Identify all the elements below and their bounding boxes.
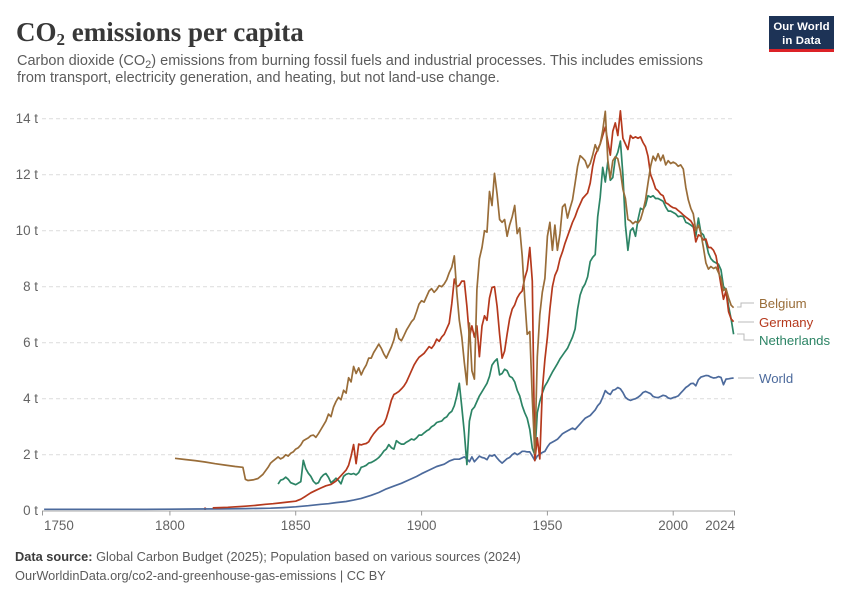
svg-text:Belgium: Belgium	[759, 296, 807, 311]
svg-text:Netherlands: Netherlands	[759, 333, 831, 348]
svg-text:4 t: 4 t	[23, 391, 38, 406]
svg-text:14 t: 14 t	[16, 111, 39, 126]
svg-text:2000: 2000	[658, 518, 688, 533]
svg-text:1750: 1750	[44, 518, 74, 533]
svg-text:1950: 1950	[533, 518, 563, 533]
svg-text:0 t: 0 t	[23, 503, 38, 518]
svg-text:1900: 1900	[407, 518, 437, 533]
svg-text:1850: 1850	[281, 518, 311, 533]
svg-text:World: World	[759, 371, 793, 386]
svg-text:2 t: 2 t	[23, 447, 38, 462]
svg-text:12 t: 12 t	[16, 167, 39, 182]
svg-text:1800: 1800	[155, 518, 185, 533]
svg-text:6 t: 6 t	[23, 335, 38, 350]
svg-text:8 t: 8 t	[23, 279, 38, 294]
svg-text:2024: 2024	[705, 518, 735, 533]
svg-text:Germany: Germany	[759, 315, 814, 330]
svg-text:10 t: 10 t	[16, 223, 39, 238]
